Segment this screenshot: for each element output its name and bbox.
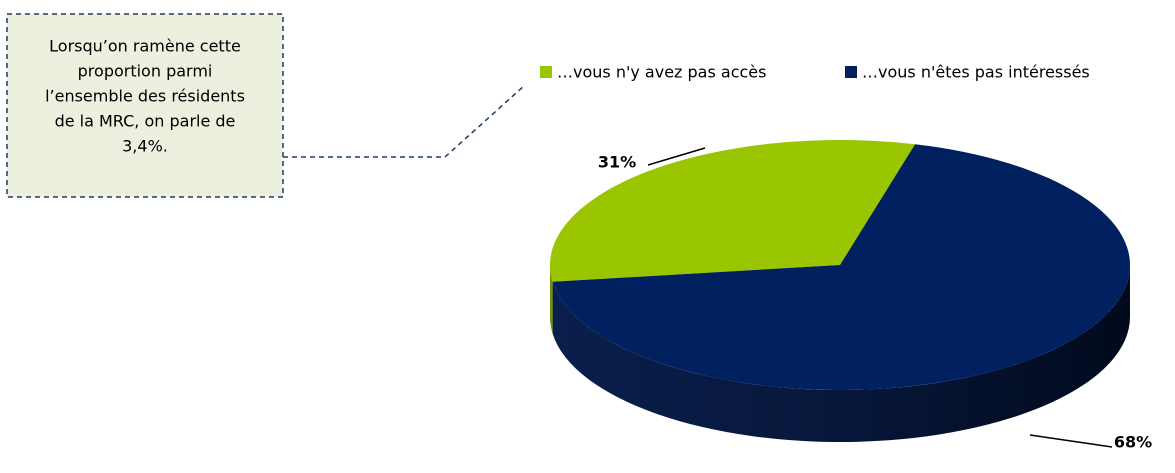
pie-slice xyxy=(552,144,1130,390)
annotation: Lorsqu’on ramène cette proportion parmi l’… xyxy=(45,37,245,156)
annotation-connector xyxy=(283,84,526,158)
label-leader xyxy=(647,147,706,166)
legend-label: …vous n'êtes pas intéressés xyxy=(862,63,1090,82)
pie-slice xyxy=(549,140,916,282)
data-label: 31% xyxy=(598,153,636,172)
label-leader xyxy=(1029,434,1113,448)
pie-side xyxy=(552,265,1130,442)
legend-swatch xyxy=(845,66,857,78)
annotation-box xyxy=(6,13,284,198)
annotation-line: 3,4%. xyxy=(122,137,168,156)
legend-swatch xyxy=(540,66,552,78)
annotation-line: Lorsqu’on ramène cette xyxy=(49,37,241,56)
annotation-line: l’ensemble des résidents xyxy=(45,87,245,106)
data-label: 68% xyxy=(1114,433,1152,452)
pie-side xyxy=(550,265,553,334)
annotation-line: de la MRC, on parle de xyxy=(55,112,236,131)
annotation-line: proportion parmi xyxy=(78,62,213,81)
legend-label: …vous n'y avez pas accès xyxy=(557,63,766,82)
pie xyxy=(549,140,1130,442)
